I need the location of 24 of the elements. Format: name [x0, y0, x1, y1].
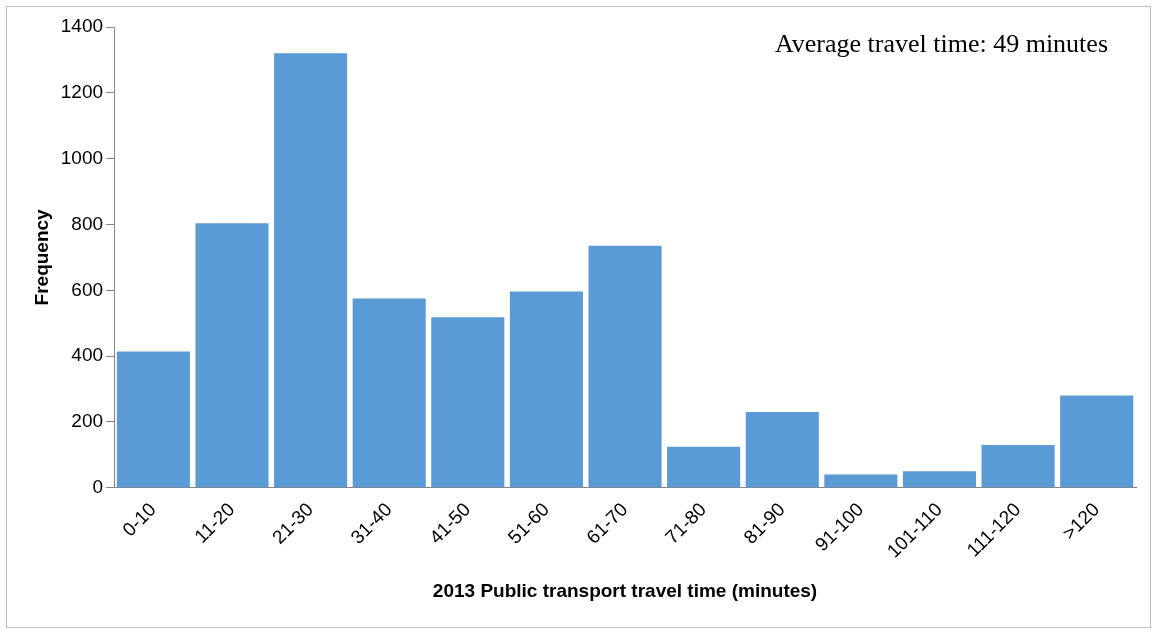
y-axis-title: Frequency	[30, 208, 52, 306]
annotation: Average travel time: 49 minutes	[774, 29, 1108, 59]
y-tick-label: 1000	[60, 146, 104, 168]
y-tick-label: 200	[71, 410, 104, 432]
bar	[431, 317, 505, 488]
bar	[588, 245, 662, 488]
bar	[116, 351, 190, 488]
bar	[274, 53, 348, 488]
bar	[352, 298, 426, 488]
bar	[1060, 395, 1134, 488]
y-tick-label: 1400	[60, 15, 104, 37]
bar	[902, 471, 977, 488]
y-tick-label: 1200	[60, 81, 104, 103]
bar	[509, 291, 583, 488]
y-tick-label: 0	[92, 476, 104, 497]
bar	[981, 444, 1055, 488]
bar	[195, 223, 269, 488]
y-tick-label: 600	[71, 278, 104, 300]
bar	[824, 474, 898, 488]
y-tick-label: 800	[71, 212, 104, 234]
bar	[667, 446, 741, 488]
bar	[745, 412, 819, 488]
x-axis-title: 2013 Public transport travel time (minutes)	[432, 579, 818, 601]
y-tick-label: 400	[71, 344, 104, 366]
